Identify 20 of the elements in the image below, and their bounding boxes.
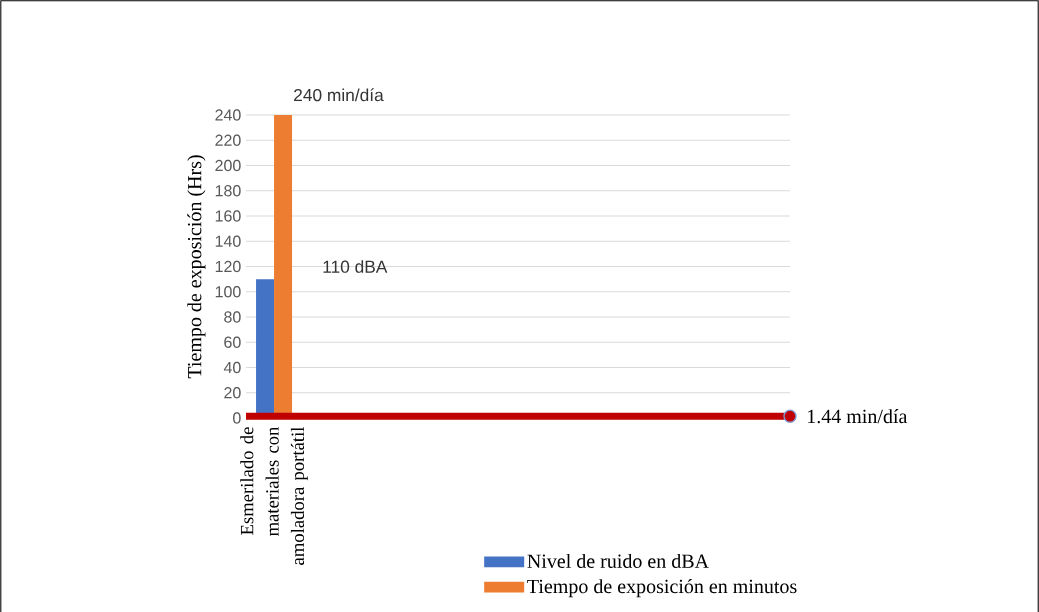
y-tick-label: 220 — [215, 134, 241, 146]
y-tick-label: 20 — [224, 387, 241, 399]
y-tick-label: 160 — [215, 210, 241, 222]
text: 240 min/día — [294, 88, 384, 102]
y-tick-label: 120 — [215, 260, 241, 273]
legend-label: Nivel de ruido en dBA — [527, 553, 709, 568]
y-axis-title: Tiempo de exposición (Hrs) — [187, 155, 206, 379]
annotation: 110 dBA — [323, 260, 388, 273]
legend-label: Tiempo de exposición en minutos — [527, 579, 797, 598]
y-tick-label: 140 — [215, 235, 241, 247]
y-tick-label: 60 — [224, 336, 241, 348]
y-tick-label: 80 — [224, 311, 241, 323]
y-tick-label: 40 — [223, 361, 241, 374]
y-tick-label: 0 — [233, 412, 241, 424]
ref-line-label: 1.44 min/día — [808, 409, 908, 424]
y-tick-label: 180 — [215, 185, 241, 197]
x-tick-label: Esmerilado de materiales con amoladora portátil — [240, 426, 308, 565]
y-tick-label: 240 — [215, 109, 241, 121]
y-tick-label: 100 — [215, 286, 241, 298]
y-tick-label: 200 — [215, 159, 241, 172]
